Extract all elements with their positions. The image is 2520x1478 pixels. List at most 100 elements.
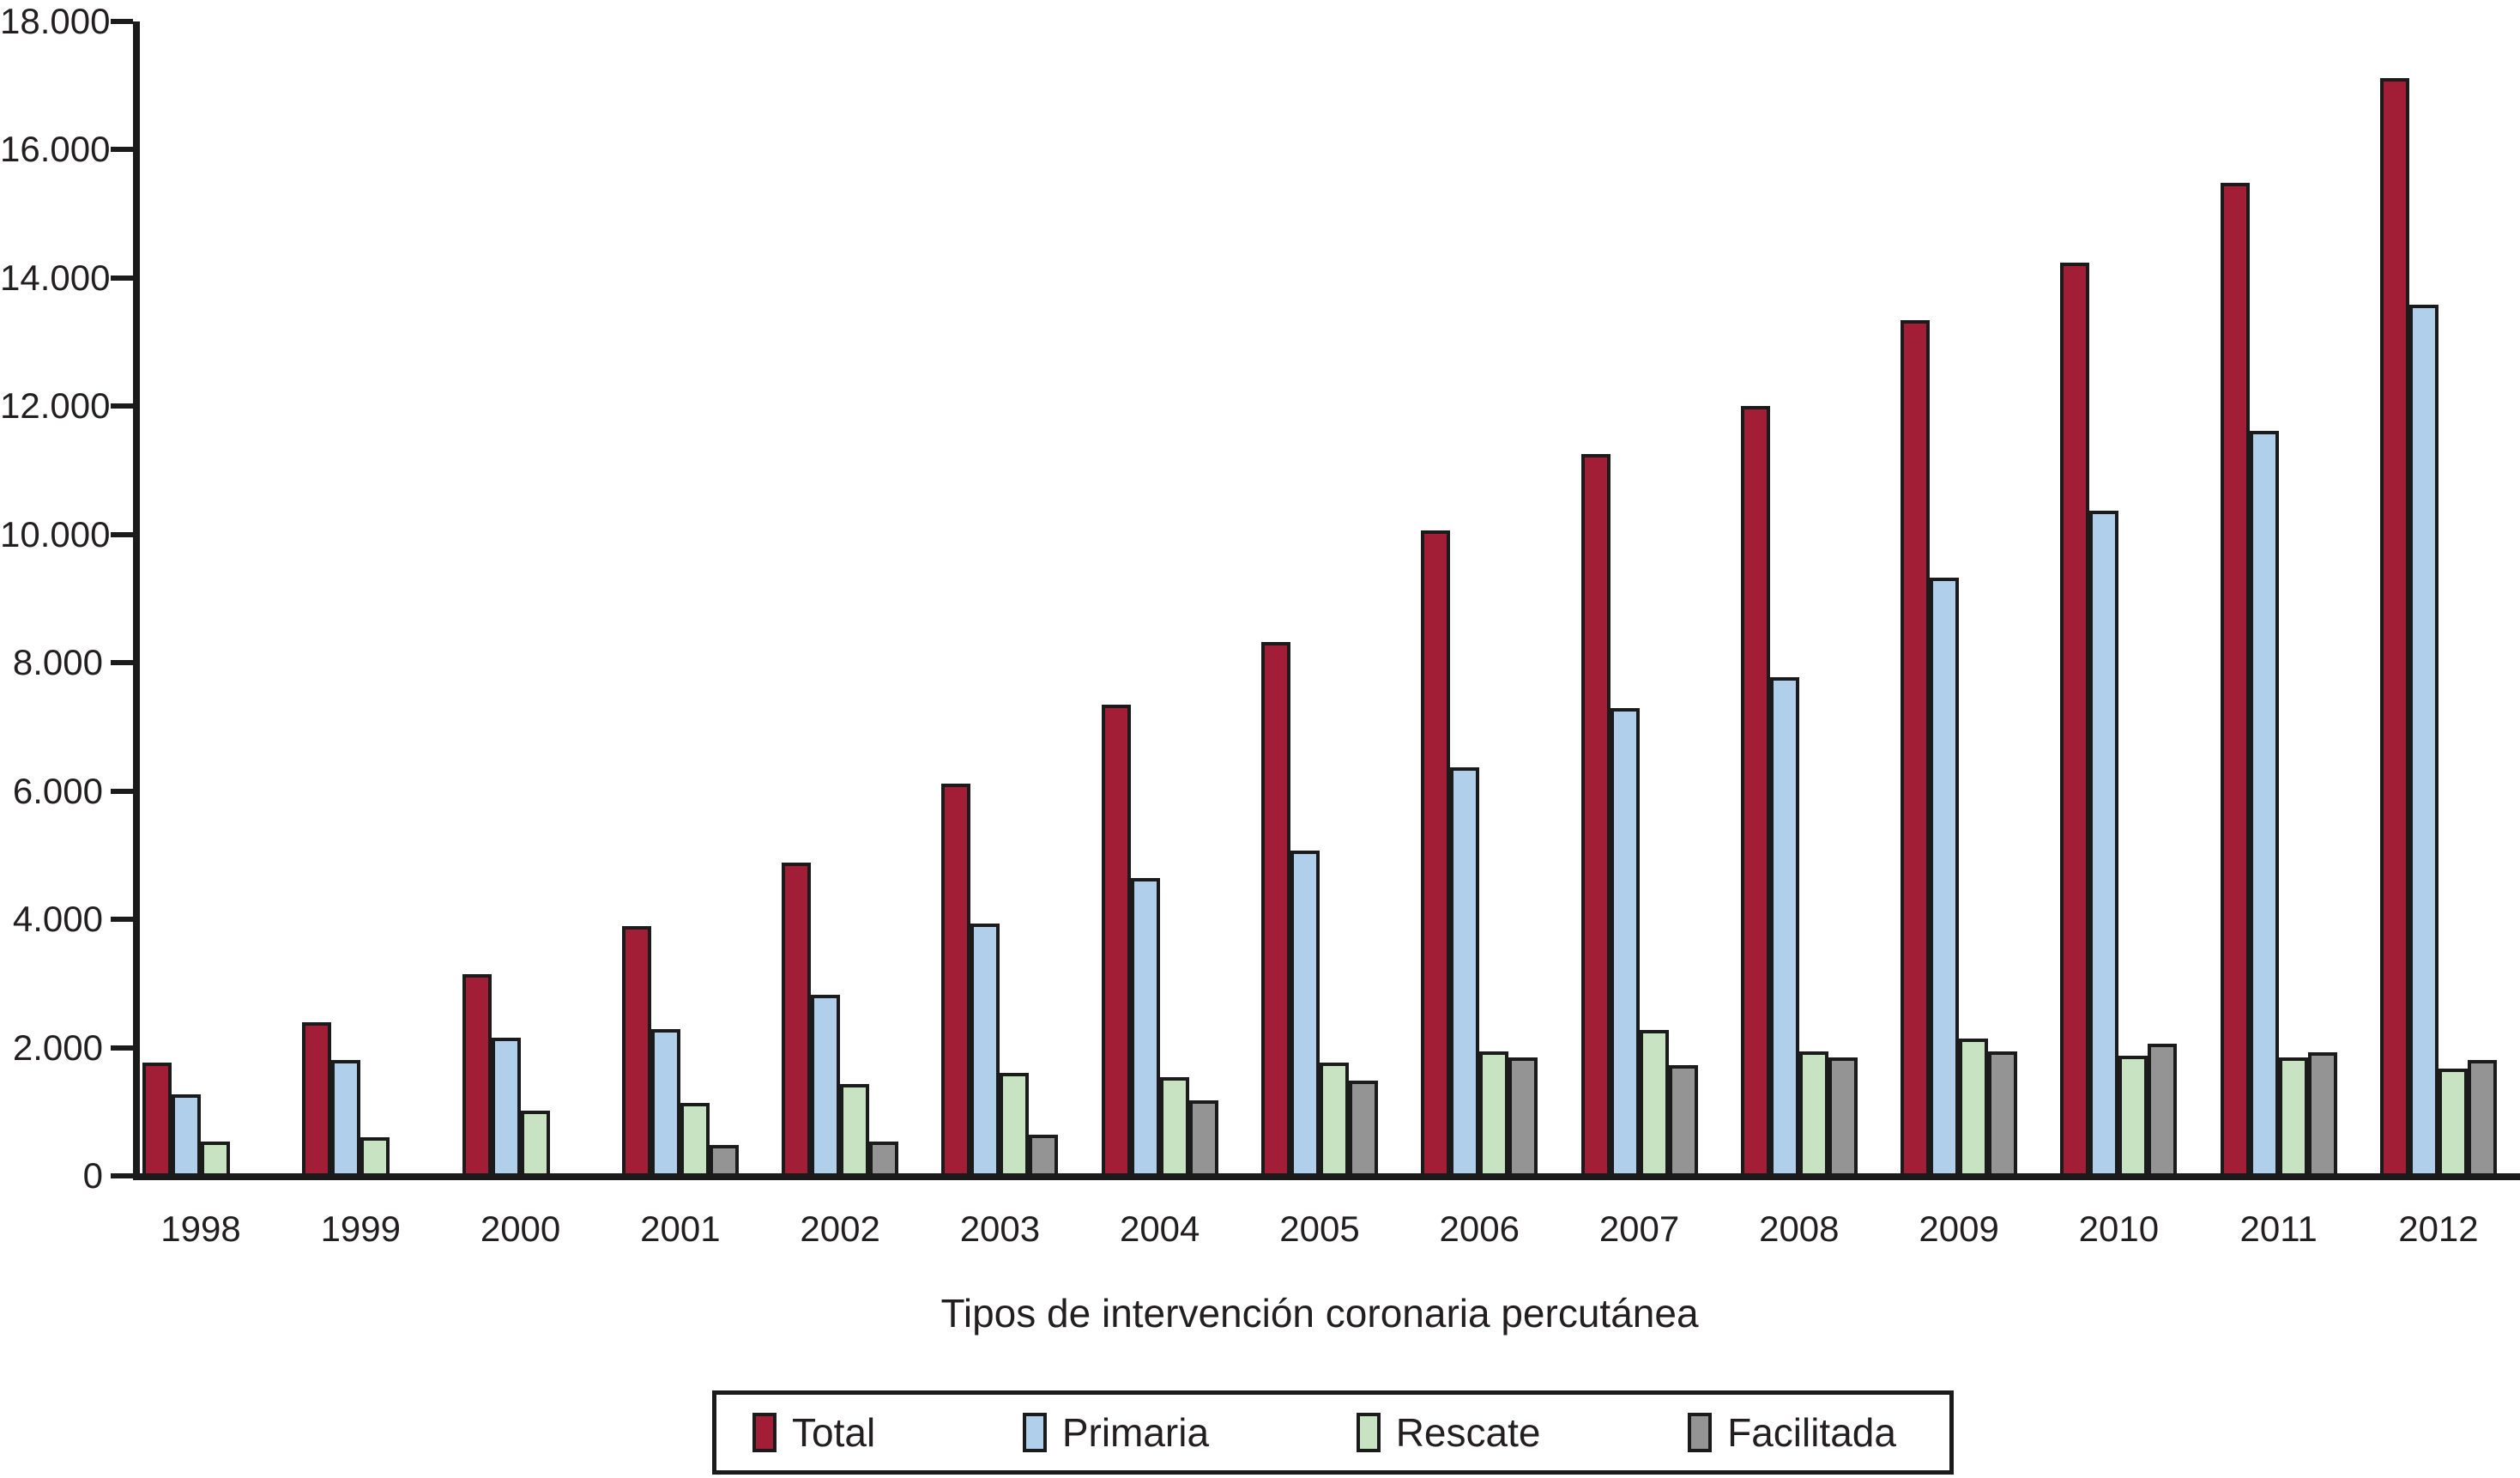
bar-total-1998 — [142, 1063, 172, 1173]
bar-total-2010 — [2060, 263, 2090, 1173]
bar-rescate-2010 — [2118, 1056, 2148, 1173]
x-tick-label-2012: 2012 — [2398, 1208, 2479, 1249]
x-tick-label-1998: 1998 — [160, 1208, 241, 1249]
bar-total-2000 — [462, 974, 492, 1173]
bar-facilitada-2007 — [1668, 1065, 1698, 1173]
bar-facilitada-2008 — [1828, 1057, 1858, 1173]
y-tick-label: 10.000 — [0, 513, 111, 554]
bar-rescate-1998 — [201, 1142, 230, 1173]
bar-rescate-2003 — [1000, 1073, 1030, 1173]
legend-swatch-rescate — [1356, 1413, 1381, 1452]
bar-group-1998 — [142, 19, 259, 1173]
x-tick-label-2000: 2000 — [480, 1208, 561, 1249]
x-axis-line — [133, 1173, 2520, 1180]
legend-item-total: Total — [752, 1411, 875, 1454]
x-tick-label-2001: 2001 — [640, 1208, 721, 1249]
bar-primaria-2011 — [2249, 431, 2279, 1173]
bar-group-2003 — [941, 19, 1059, 1173]
y-tick-label: 16.000 — [0, 129, 111, 170]
legend-label: Rescate — [1395, 1410, 1541, 1455]
x-tick-label-2011: 2011 — [2239, 1208, 2318, 1249]
x-tick-label-2006: 2006 — [1439, 1208, 1520, 1249]
y-tick-label: 14.000 — [0, 257, 111, 298]
x-tick-label-1999: 1999 — [320, 1208, 401, 1249]
bar-primaria-2005 — [1290, 851, 1320, 1173]
x-tick-label-2003: 2003 — [959, 1208, 1041, 1249]
x-tick-label-2005: 2005 — [1279, 1208, 1360, 1249]
bar-total-2006 — [1421, 530, 1451, 1173]
bar-facilitada-2006 — [1508, 1057, 1538, 1173]
y-tick-label: 4.000 — [12, 899, 103, 940]
legend-label: Total — [792, 1410, 876, 1455]
bar-total-2011 — [2220, 183, 2250, 1173]
bar-facilitada-2004 — [1188, 1100, 1218, 1173]
y-tick — [111, 275, 133, 281]
bar-rescate-2008 — [1798, 1051, 1828, 1173]
y-tick — [111, 1045, 133, 1051]
x-axis-labels: 1998 1999 2000 2001 2002 2003 2004 2005 2006 2007… — [142, 1207, 2497, 1251]
bar-primaria-2008 — [1769, 677, 1799, 1173]
x-tick-label-2010: 2010 — [2078, 1208, 2160, 1249]
y-tick — [111, 403, 133, 409]
bar-group-2005 — [1260, 19, 1378, 1173]
legend-item-facilitada: Facilitada — [1688, 1411, 1896, 1454]
bar-rescate-2006 — [1479, 1051, 1509, 1173]
x-tick-label-2008: 2008 — [1759, 1208, 1840, 1249]
bar-facilitada-2005 — [1348, 1081, 1378, 1173]
bar-primaria-2003 — [970, 924, 1000, 1173]
y-tick-label: 6.000 — [12, 770, 103, 811]
bar-rescate-2004 — [1159, 1077, 1189, 1173]
bar-group-2010 — [2060, 19, 2178, 1173]
bar-facilitada-2010 — [2148, 1044, 2178, 1173]
bar-group-1999 — [302, 19, 419, 1173]
legend-item-primaria: Primaria — [1022, 1411, 1209, 1454]
y-tick — [111, 660, 133, 666]
y-tick — [111, 19, 133, 24]
y-tick — [111, 1173, 133, 1178]
bar-total-2004 — [1101, 705, 1131, 1173]
bar-primaria-2004 — [1130, 878, 1160, 1173]
bar-total-2001 — [621, 926, 651, 1173]
x-tick-label-2002: 2002 — [800, 1208, 880, 1249]
x-axis-title: Tipos de intervención coronaria percután… — [940, 1291, 1699, 1336]
y-tick — [111, 917, 133, 923]
bar-total-1999 — [302, 1022, 332, 1173]
bar-rescate-2007 — [1639, 1030, 1669, 1173]
bar-group-2007 — [1580, 19, 1698, 1173]
bar-group-2001 — [621, 19, 739, 1173]
bar-rescate-2001 — [680, 1103, 710, 1173]
bar-primaria-2001 — [650, 1029, 680, 1173]
x-tick-label-2004: 2004 — [1119, 1208, 1200, 1249]
bar-total-2008 — [1740, 406, 1770, 1173]
bar-facilitada-2009 — [1988, 1051, 2018, 1173]
bar-group-2011 — [2220, 19, 2337, 1173]
bar-primaria-2010 — [2089, 511, 2119, 1173]
bar-primaria-1998 — [172, 1094, 201, 1173]
bar-rescate-2002 — [840, 1084, 870, 1173]
bar-total-2002 — [782, 863, 812, 1173]
y-tick-label: 12.000 — [0, 385, 111, 427]
bar-facilitada-2012 — [2467, 1060, 2497, 1173]
bar-rescate-2012 — [2438, 1069, 2468, 1173]
bar-group-2006 — [1421, 19, 1538, 1173]
bar-group-2002 — [782, 19, 899, 1173]
plot-area — [142, 19, 2497, 1173]
legend: Total Primaria Rescate Facilitada — [712, 1390, 1954, 1475]
bar-facilitada-2003 — [1029, 1135, 1059, 1173]
bar-total-2007 — [1580, 454, 1611, 1173]
y-tick-label: 2.000 — [12, 1027, 103, 1068]
bar-rescate-2009 — [1959, 1039, 1989, 1173]
bar-total-2003 — [941, 784, 971, 1173]
bar-facilitada-2001 — [709, 1145, 739, 1173]
bar-total-2009 — [1901, 320, 1931, 1173]
bar-primaria-2000 — [491, 1038, 521, 1173]
bar-group-2009 — [1901, 19, 2018, 1173]
bar-group-2008 — [1740, 19, 1858, 1173]
bar-primaria-2006 — [1450, 767, 1480, 1173]
bar-total-2012 — [2379, 78, 2409, 1173]
bar-primaria-2002 — [811, 995, 841, 1173]
bar-rescate-2005 — [1319, 1063, 1349, 1173]
bar-total-2005 — [1260, 642, 1290, 1173]
y-tick — [111, 788, 133, 794]
